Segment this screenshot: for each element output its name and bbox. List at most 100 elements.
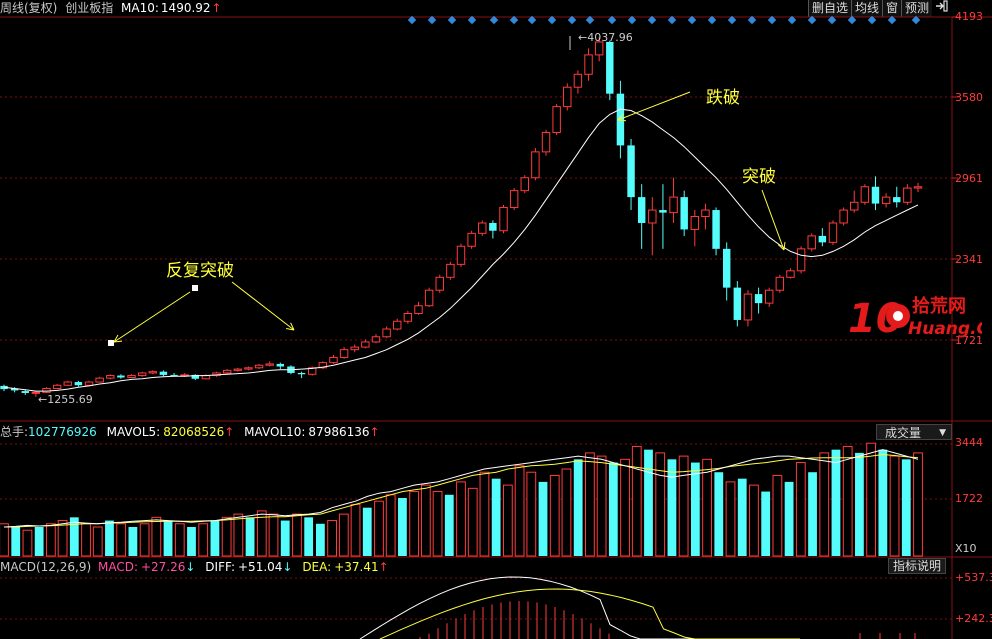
dea-value: +37.41 xyxy=(334,560,379,574)
volume-bar xyxy=(374,500,384,557)
candle-body xyxy=(754,294,763,304)
candle-body xyxy=(531,151,540,179)
candle-body xyxy=(222,369,232,374)
macd-value: +27.26 xyxy=(140,560,186,574)
volume-bar xyxy=(549,474,560,557)
site-logo: 10 拾荒网 Huang.CN xyxy=(848,292,992,342)
candle-body xyxy=(393,320,402,330)
candle-body xyxy=(478,222,487,234)
candle-body xyxy=(828,222,838,243)
candle-body xyxy=(127,375,136,378)
volume-bar xyxy=(690,462,700,556)
volume-bar xyxy=(327,520,337,557)
candle-body xyxy=(764,289,774,304)
candle-body xyxy=(74,382,83,386)
candle-body xyxy=(881,196,891,205)
indicator-dropdown[interactable]: 成交量 ▼ xyxy=(876,424,952,440)
volume-bar xyxy=(901,459,911,556)
candle-body xyxy=(446,263,455,278)
mavol5-label: MAVOL5: xyxy=(106,425,161,439)
price-axis-label: 2961 xyxy=(955,172,983,185)
dropdown-label: 成交量 xyxy=(885,426,922,440)
volume-bar xyxy=(163,520,173,556)
macd-header: MACD(12,26,9) MACD: +27.26↓ DIFF: +51.04↓ … xyxy=(0,560,389,575)
candle-body xyxy=(509,190,519,208)
candle-body xyxy=(329,356,338,364)
mavol10-value: 87986136 xyxy=(308,425,370,439)
volume-bar xyxy=(866,442,877,557)
candle-body xyxy=(148,371,158,374)
volume-bar xyxy=(667,459,677,556)
annotation-point xyxy=(108,340,114,346)
volume-bar xyxy=(292,513,302,557)
volume-bar xyxy=(92,526,103,557)
volume-bar xyxy=(913,452,923,557)
candle-body xyxy=(21,391,29,394)
volume-bar xyxy=(596,455,607,557)
candle-body xyxy=(424,289,434,307)
volume-bar xyxy=(0,523,9,557)
volume-bar xyxy=(784,481,794,556)
candle-body xyxy=(701,209,710,218)
candle-body xyxy=(117,375,125,378)
candle-body xyxy=(860,186,870,203)
down-arrow-icon: ↓ xyxy=(185,560,196,574)
chevron-down-icon: ▼ xyxy=(939,428,946,438)
toolbar: 删自选 均线 窗 预测 xyxy=(808,0,933,17)
volume-bar xyxy=(737,478,747,556)
price-axis-label: 3580 xyxy=(955,91,983,104)
exit-icon[interactable] xyxy=(933,0,951,16)
volume-bar xyxy=(889,455,900,557)
volume-bar xyxy=(350,503,361,557)
volume-bar xyxy=(514,465,525,557)
marker-diamond-icon xyxy=(407,15,417,25)
price-axis-label: 2341 xyxy=(955,253,983,266)
candle-body xyxy=(403,312,413,322)
volume-bar xyxy=(502,484,513,557)
volume-bar xyxy=(22,529,33,557)
candle-body xyxy=(106,375,115,379)
candle-body xyxy=(818,235,827,243)
remove-watchlist-button[interactable]: 删自选 xyxy=(808,0,852,17)
candle-body xyxy=(233,368,243,371)
high-price-value: 4037.96 xyxy=(587,31,633,44)
arrow-fall-break xyxy=(617,91,691,121)
candle-body xyxy=(520,177,529,192)
forecast-button[interactable]: 预测 xyxy=(901,0,933,17)
ma-button[interactable]: 均线 xyxy=(851,0,883,17)
volume-bar xyxy=(644,449,653,556)
candle-body xyxy=(339,349,349,358)
price-axis-label: 4193 xyxy=(955,10,983,23)
volume-bar xyxy=(620,458,630,557)
macd-axis-label: +242.3 xyxy=(955,612,992,625)
volume-bar xyxy=(878,449,888,556)
candle-body xyxy=(573,73,583,88)
candle-body xyxy=(584,54,593,75)
volume-bar xyxy=(808,472,817,556)
arrow-repeat-break-left-head xyxy=(113,334,123,343)
candle-body xyxy=(276,363,285,367)
window-button[interactable]: 窗 xyxy=(882,0,902,17)
candle-body xyxy=(893,197,901,203)
candle-body xyxy=(541,131,551,153)
volume-bar xyxy=(819,452,830,557)
volume-bar xyxy=(678,455,689,557)
candle-body xyxy=(456,245,466,265)
up-arrow-icon: ↑ xyxy=(224,425,235,439)
volume-bar xyxy=(725,481,736,557)
indicator-help-button[interactable]: 指标说明 xyxy=(888,558,946,574)
volume-bar xyxy=(479,471,490,557)
candle-body xyxy=(796,248,806,272)
volume-bar xyxy=(11,527,21,556)
volume-bar xyxy=(608,462,618,556)
volume-bar xyxy=(280,520,290,556)
volume-axis-label: 1722 xyxy=(955,492,983,505)
candle-body xyxy=(563,86,572,108)
low-price-label: ←1255.69 xyxy=(38,393,93,406)
volume-unit-label: X10 xyxy=(955,542,977,555)
volume-bar xyxy=(444,494,454,556)
volume-bar xyxy=(256,510,267,557)
candle-body xyxy=(191,374,200,379)
arrow-fall-break-head xyxy=(617,113,627,122)
candle-body xyxy=(361,341,370,348)
